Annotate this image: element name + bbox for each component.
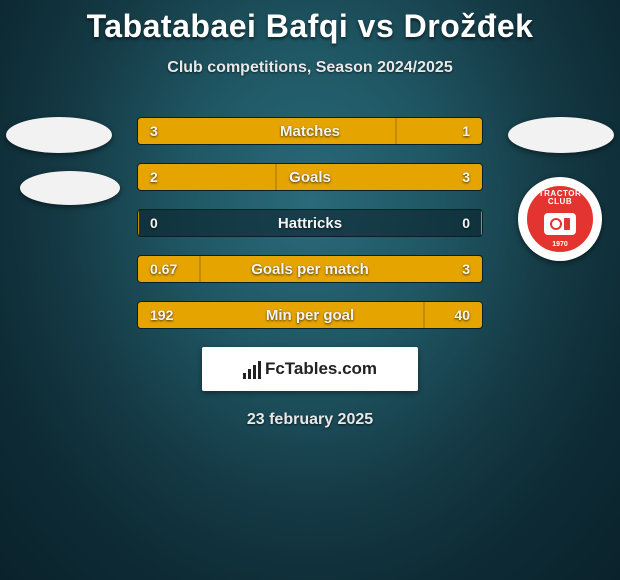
bar-chart-icon: [243, 359, 261, 379]
tractor-icon: [544, 213, 576, 235]
subtitle: Club competitions, Season 2024/2025: [0, 59, 620, 77]
club-badge-top: TRACTOR CLUB: [539, 190, 581, 206]
stat-value-right: 0: [450, 210, 482, 236]
player-left-placeholder-2: [20, 171, 120, 205]
branding-badge: FcTables.com: [202, 347, 418, 391]
page-title: Tabatabaei Bafqi vs Drožđek: [0, 0, 620, 45]
stat-value-right: 1: [450, 118, 482, 144]
stat-value-right: 3: [450, 256, 482, 282]
stat-row-gpm: 0.67 Goals per match 3: [137, 255, 483, 283]
stat-row-hattricks: 0 Hattricks 0: [137, 209, 483, 237]
stat-label: Hattricks: [138, 210, 482, 236]
branding-text: FcTables.com: [265, 359, 377, 379]
club-badge-year: 1970: [552, 241, 568, 248]
stats-block: TRACTOR CLUB 1970 3 Matches 1 2 Goals 3: [0, 117, 620, 429]
stat-row-mpg: 192 Min per goal 40: [137, 301, 483, 329]
stat-label: Min per goal: [138, 302, 482, 328]
player-right-placeholder-1: [508, 117, 614, 153]
stat-value-right: 3: [450, 164, 482, 190]
date-text: 23 february 2025: [0, 411, 620, 429]
stat-label: Goals per match: [138, 256, 482, 282]
stat-label: Goals: [138, 164, 482, 190]
player-left-placeholder-1: [6, 117, 112, 153]
stat-row-goals: 2 Goals 3: [137, 163, 483, 191]
stat-label: Matches: [138, 118, 482, 144]
stat-value-right: 40: [442, 302, 482, 328]
club-badge: TRACTOR CLUB 1970: [518, 177, 602, 261]
stat-row-matches: 3 Matches 1: [137, 117, 483, 145]
